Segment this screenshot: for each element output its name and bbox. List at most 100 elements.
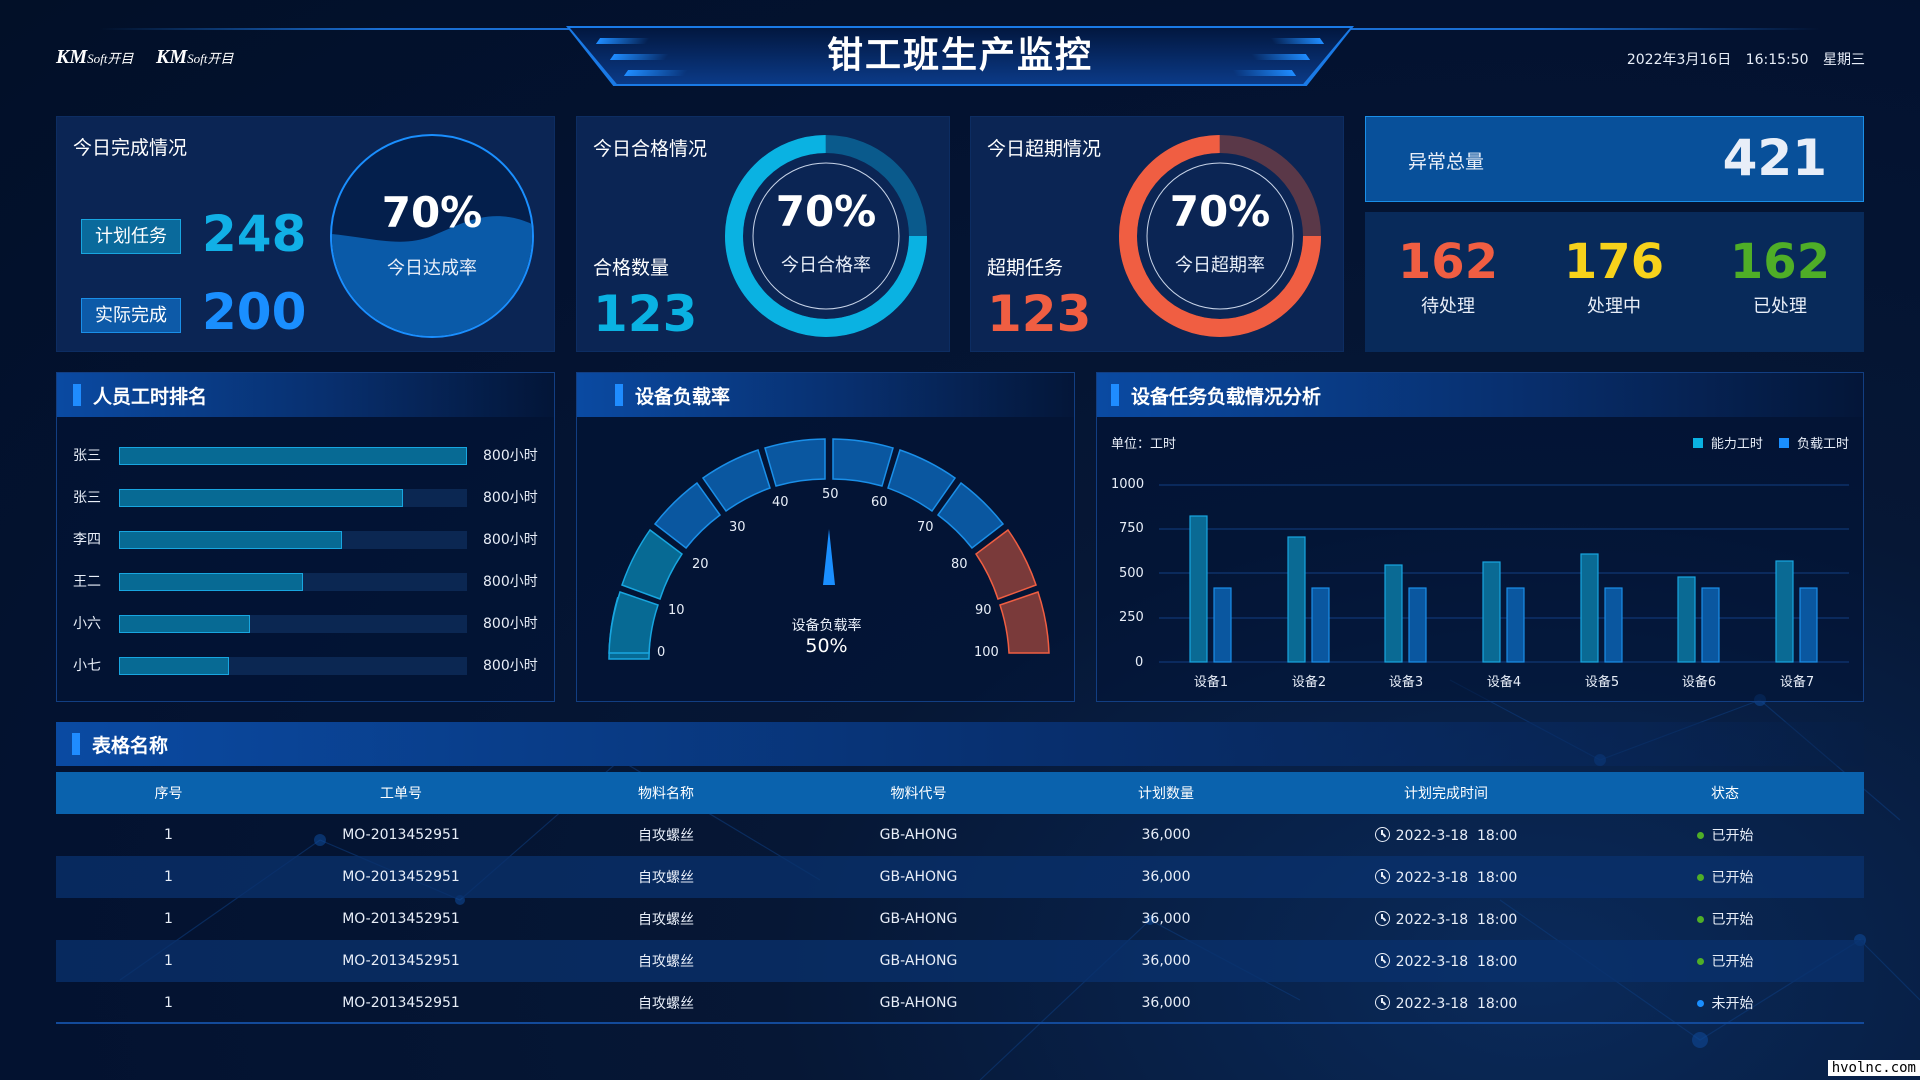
gauge-tick: 100 — [974, 645, 999, 660]
overdue-ring — [1119, 135, 1321, 337]
table-row[interactable]: 1 MO-2013452951 自攻螺丝 GB-AHONG 36,000 202… — [56, 940, 1864, 982]
y-tick: 250 — [1119, 610, 1144, 625]
orders-table: 序号 工单号 物料名称 物料代号 计划数量 计划完成时间 状态 1 MO-201… — [56, 772, 1864, 1024]
ranking-bar-track — [119, 489, 467, 507]
y-tick: 1000 — [1111, 477, 1145, 492]
completion-rate-value: 70% — [381, 188, 483, 237]
actual-label: 实际完成 — [81, 298, 181, 333]
clock-icon — [1374, 868, 1390, 884]
column-header[interactable]: 状态 — [1711, 786, 1739, 802]
table-bottom-border — [56, 1022, 1864, 1024]
stat-label: 处理中 — [1587, 296, 1641, 317]
gauge-tick: 70 — [917, 520, 934, 535]
abnormal-total-card: 异常总量 421 — [1365, 116, 1864, 202]
stat-value: 176 — [1563, 234, 1665, 290]
stat-value: 162 — [1397, 234, 1499, 290]
date-text: 2022年3月16日 — [1626, 52, 1732, 68]
card-title: 今日超期情况 — [987, 138, 1102, 160]
column-header[interactable]: 工单号 — [380, 786, 422, 802]
time-text: 16:15:50 — [1745, 52, 1809, 68]
qualified-count-value: 123 — [593, 285, 698, 343]
status-dot-icon — [1696, 958, 1704, 965]
column-header[interactable]: 物料代号 — [890, 786, 947, 802]
gauge-tick: 30 — [729, 520, 746, 535]
x-label: 设备1 — [1193, 675, 1229, 690]
table-header-row: 序号 工单号 物料名称 物料代号 计划数量 计划完成时间 状态 — [56, 772, 1864, 814]
table-header-bar: 表格名称 — [56, 722, 1864, 766]
abnormal-total-label: 异常总量 — [1408, 151, 1485, 173]
ranking-bar — [119, 447, 467, 465]
table-row[interactable]: 1 MO-2013452951 自攻螺丝 GB-AHONG 36,000 202… — [56, 814, 1864, 856]
panel-title: 人员工时排名 — [93, 386, 208, 408]
load-gauge — [608, 438, 1050, 660]
clock-icon — [1374, 826, 1390, 842]
planned-label: 计划任务 — [81, 219, 181, 254]
qualified-count-label: 合格数量 — [593, 257, 670, 279]
overdue-rate-label: 今日超期率 — [1175, 255, 1265, 276]
column-header[interactable]: 序号 — [154, 786, 183, 802]
stat-value: 162 — [1729, 234, 1831, 290]
column-header[interactable]: 计划数量 — [1138, 786, 1194, 802]
gauge-label: 设备负载率 — [791, 618, 862, 634]
overdue-card: 今日超期情况 超期任务 123 70% 今日超期率 — [970, 116, 1344, 352]
status-dot-icon — [1696, 874, 1704, 881]
ranking-row: 张三 800小时 — [73, 489, 538, 507]
header-line-right — [1350, 28, 1820, 30]
water-wave — [332, 216, 532, 336]
status-badge: 已开始 — [1586, 951, 1864, 971]
qualified-rate-value: 70% — [775, 187, 877, 236]
x-label: 设备4 — [1486, 675, 1522, 690]
status-dot-icon — [1696, 832, 1704, 839]
panel-header-accent — [72, 733, 80, 755]
gauge-tick: 80 — [951, 557, 968, 572]
y-tick: 500 — [1119, 566, 1144, 581]
column-header[interactable]: 物料名称 — [638, 786, 694, 802]
device-load-panel: 设备任务负载情况分析 单位：工时 能力工时 负载工时 1000 750 500 … — [1096, 372, 1864, 702]
stat-pending: 162 待处理 — [1365, 234, 1531, 318]
overdue-count-label: 超期任务 — [987, 257, 1064, 279]
x-label: 设备2 — [1291, 675, 1327, 690]
gauge-tick: 40 — [772, 495, 789, 510]
ranking-row: 王二 800小时 — [73, 573, 538, 591]
ranking-bar — [119, 531, 342, 549]
y-tick: 0 — [1135, 655, 1144, 670]
ranking-bar — [119, 489, 403, 507]
watermark: hvolnc.com — [1827, 1060, 1920, 1076]
ranking-bar — [119, 657, 229, 675]
stat-processing: 176 处理中 — [1531, 234, 1697, 318]
gauge-tick: 20 — [692, 557, 709, 572]
ranking-panel: 人员工时排名 张三 800小时 张三 800小时 李四 800小时 王二 800… — [56, 372, 555, 702]
table-row[interactable]: 1 MO-2013452951 自攻螺丝 GB-AHONG 36,000 202… — [56, 898, 1864, 940]
status-badge: 已开始 — [1586, 909, 1864, 929]
gauge-tick: 90 — [975, 603, 992, 618]
chart-unit: 单位：工时 — [1111, 437, 1177, 452]
completion-card: 今日完成情况 计划任务 248 实际完成 200 70% 今日达成率 — [56, 116, 555, 352]
chart-legend: 能力工时 负载工时 — [1692, 433, 1849, 452]
panel-header-accent — [615, 384, 623, 406]
card-title: 今日完成情况 — [73, 137, 188, 159]
panel-header: 设备负载率 — [577, 373, 1074, 417]
y-tick: 750 — [1119, 521, 1144, 536]
gauge-tick: 0 — [657, 645, 666, 660]
table-row[interactable]: 1 MO-2013452951 自攻螺丝 GB-AHONG 36,000 202… — [56, 856, 1864, 898]
x-label: 设备5 — [1584, 675, 1620, 690]
table-row[interactable]: 1 MO-2013452951 自攻螺丝 GB-AHONG 36,000 202… — [56, 982, 1864, 1024]
status-dot-icon — [1696, 916, 1704, 923]
ranking-bar-track — [119, 531, 467, 549]
ranking-row: 小六 800小时 — [73, 615, 538, 633]
overdue-rate-value: 70% — [1169, 187, 1271, 236]
device-bar-chart — [1159, 484, 1849, 663]
clock-icon — [1374, 910, 1390, 926]
column-header[interactable]: 计划完成时间 — [1404, 786, 1488, 802]
qualified-rate-label: 今日合格率 — [781, 255, 871, 276]
ranking-bar — [119, 573, 304, 591]
actual-value: 200 — [202, 283, 307, 341]
panel-header-accent — [73, 384, 81, 406]
status-badge: 未开始 — [1586, 993, 1864, 1013]
stat-label: 已处理 — [1753, 296, 1807, 317]
panel-header: 人员工时排名 — [57, 373, 554, 417]
datetime: 2022年3月16日 16:15:50 星期三 — [1627, 49, 1865, 69]
logo: KMSoft开目 — [56, 46, 134, 68]
logo: KMSoft开目 — [156, 46, 234, 68]
status-badge: 已开始 — [1586, 825, 1864, 845]
